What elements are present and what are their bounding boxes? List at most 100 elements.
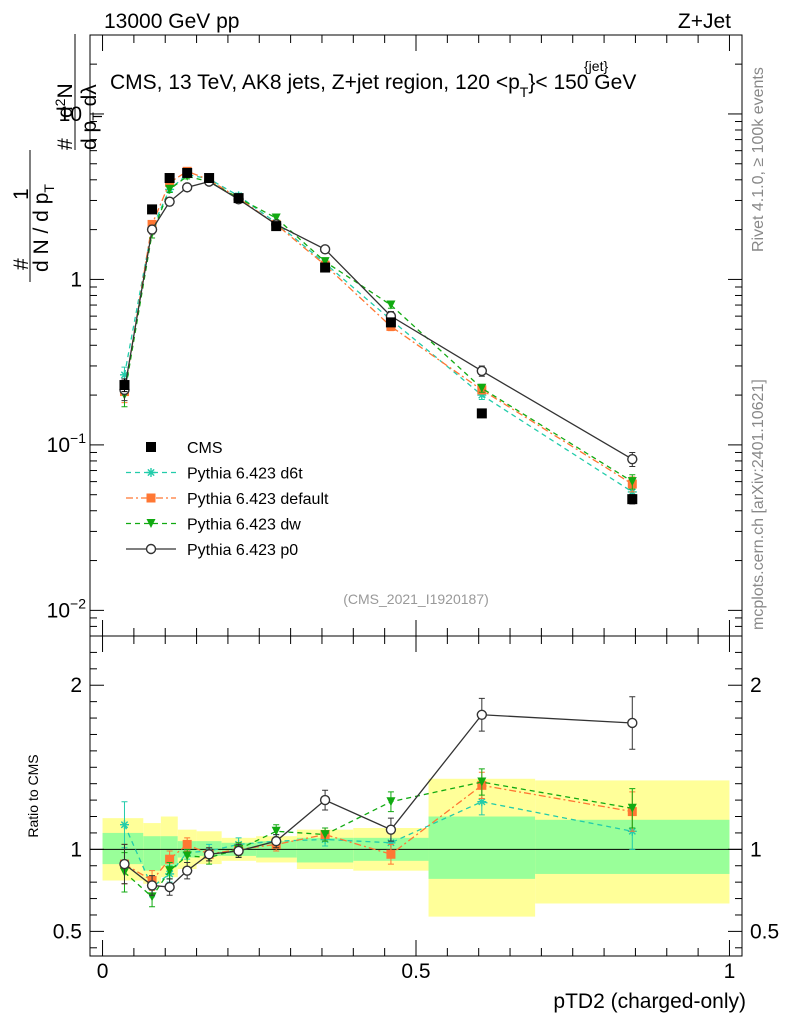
legend-item-default: Pythia 6.423 default [126, 491, 329, 508]
ratio-y-tick-label: 0.5 [53, 920, 82, 943]
ratio-point-dw [165, 866, 175, 876]
ratio-uncertainty-bands [102, 778, 730, 917]
ratio-point-p0 [270, 835, 282, 847]
ratio-point-dw [320, 830, 330, 840]
ratio-point-d6t [119, 820, 129, 830]
legend-label-cms: CMS [187, 440, 223, 457]
data-point-cms [627, 494, 638, 505]
data-point-cms [320, 262, 331, 273]
ratio-series-p0 [119, 696, 638, 896]
main-y-axis-label: # 1 d N / d pT # d2N d pT dλ [10, 34, 105, 282]
ratio-point-dw [627, 803, 637, 813]
legend-label-dw: Pythia 6.423 dw [187, 517, 301, 534]
header-energy-label: 13000 GeV pp [104, 10, 239, 33]
ratio-plot-panel: 0.5 0.51 12 2 0 0.5 1 Ratio to CMS [25, 635, 779, 983]
ratio-point-p0 [385, 824, 397, 835]
ratio-x-ticks: 0 0.5 1 [97, 636, 736, 983]
data-point-dw [271, 213, 281, 223]
data-point-p0 [319, 244, 331, 255]
data-point-dw [477, 383, 487, 393]
ratio-point-dw [271, 826, 281, 836]
data-point-cms [385, 317, 396, 328]
data-point-cms [182, 167, 193, 178]
x-tick-label: 0 [97, 960, 109, 983]
legend-marker-dw [146, 519, 156, 528]
ratio-point-p0 [627, 717, 638, 729]
ratio-point-p0 [164, 881, 175, 893]
y-label-denominator: d N / d pT [30, 184, 57, 272]
ratio-point-p0 [203, 849, 215, 860]
series-line-default [123, 170, 633, 485]
mcplots-reference-label: mcplots.cern.ch [arXiv:2401.10621] [750, 379, 767, 630]
x-tick-label: 1 [724, 960, 736, 983]
y-label-d2n: d2N [52, 83, 77, 118]
ratio-point-dw [147, 892, 157, 902]
ratio-y-tick-label-right: 1 [750, 838, 762, 861]
ratio-point-d6t [386, 838, 396, 848]
main-y-tick-label: 1 [70, 268, 82, 291]
y-label-numerator-one: 1 [10, 188, 33, 200]
plot-title-superscript: {jet} [584, 58, 608, 74]
header-process-label: Z+Jet [678, 10, 731, 33]
analysis-tag: (CMS_2021_I1920187) [343, 591, 489, 607]
ratio-series [119, 696, 638, 908]
ratio-point-dw [182, 851, 192, 861]
series-line-p0 [123, 180, 633, 460]
ratio-band-inner [102, 832, 144, 865]
data-point-cms [204, 173, 215, 184]
data-point-cms [271, 221, 282, 232]
data-point-dw [165, 184, 175, 194]
legend-marker-cms [146, 442, 156, 452]
ratio-point-dw [386, 797, 396, 807]
y-label-hash-2: # [54, 138, 77, 150]
main-y-tick-label: 10−1 [47, 430, 87, 457]
main-series [119, 166, 638, 505]
legend-item-dw: Pythia 6.423 dw [126, 517, 301, 534]
ratio-band-inner [428, 816, 536, 879]
ratio-band-inner [143, 836, 161, 871]
x-tick-label: 0.5 [401, 960, 430, 983]
ratio-y-tick-label: 1 [70, 838, 82, 861]
data-point-p0 [627, 453, 638, 465]
ratio-point-p0 [319, 794, 331, 806]
ratio-point-p0 [181, 865, 193, 876]
plot-title: CMS, 13 TeV, AK8 jets, Z+jet region, 120… [110, 71, 636, 100]
y-label-hash: # [10, 258, 33, 270]
main-series-p0 [119, 176, 638, 468]
main-plot-panel: 10−2 10−1 1 10 CMS, 13 TeV, AK8 jets, Z+jet… [47, 34, 743, 637]
main-y-tick-label: 10−2 [47, 595, 87, 622]
main-x-ticks [102, 35, 730, 636]
data-point-dw [386, 300, 396, 310]
data-point-cms [119, 380, 130, 391]
legend-item-p0: Pythia 6.423 p0 [126, 542, 298, 559]
data-point-p0 [476, 365, 488, 377]
ratio-y-tick-label-right: 2 [750, 674, 762, 697]
data-point-cms [147, 204, 158, 215]
ratio-y-tick-label: 2 [70, 674, 82, 697]
ratio-point-dw [477, 777, 487, 787]
legend-item-d6t: Pythia 6.423 d6t [126, 466, 303, 483]
main-y-tick-label: 10 [59, 103, 82, 126]
rivet-version-label: Rivet 4.1.0, ≥ 100k events [750, 67, 767, 252]
legend-marker-p0 [145, 543, 157, 555]
ratio-point-d6t [477, 797, 487, 807]
data-point-cms [476, 408, 487, 419]
ratio-y-tick-label-right: 0.5 [750, 920, 779, 943]
legend-label-d6t: Pythia 6.423 d6t [187, 466, 303, 483]
legend-label-p0: Pythia 6.423 p0 [187, 542, 298, 559]
legend-marker-default [146, 493, 156, 503]
legend: CMS Pythia 6.423 d6t Pythia 6.423 default P… [126, 440, 329, 559]
ratio-point-p0 [233, 845, 244, 857]
ratio-point-p0 [146, 880, 158, 891]
data-point-dw [627, 477, 637, 487]
data-point-p0 [181, 182, 193, 193]
data-point-d6t [119, 370, 129, 380]
data-point-d6t [477, 390, 487, 400]
data-point-dw [320, 257, 330, 267]
legend-item-cms: CMS [146, 440, 223, 457]
ratio-point-default [182, 839, 192, 849]
data-point-p0 [146, 224, 158, 235]
legend-label-default: Pythia 6.423 default [187, 491, 329, 508]
ratio-point-p0 [476, 709, 488, 720]
